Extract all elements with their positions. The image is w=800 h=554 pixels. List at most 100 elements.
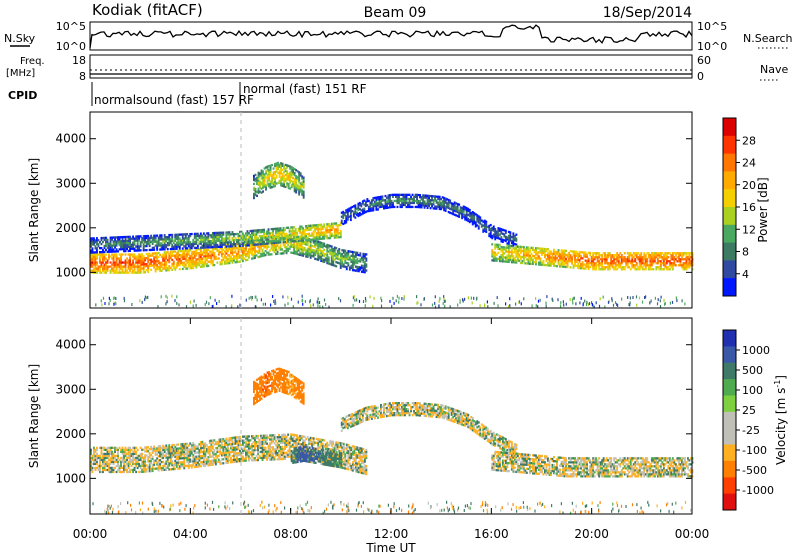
- range-cell: [468, 218, 471, 222]
- range-cell: [419, 194, 422, 197]
- range-cell: [118, 466, 121, 470]
- range-cell: [123, 450, 126, 453]
- range-cell: [429, 203, 432, 206]
- range-cell: [384, 194, 387, 198]
- range-cell: [171, 456, 174, 459]
- range-cell: [248, 238, 250, 241]
- range-cell: [186, 243, 189, 246]
- range-cell: [198, 247, 201, 251]
- range-cell: [181, 449, 184, 452]
- range-cell: [357, 270, 360, 273]
- range-cell: [302, 239, 305, 242]
- range-cell: [251, 231, 253, 235]
- range-cell: [205, 238, 208, 241]
- range-cell: [159, 451, 162, 454]
- range-cell: [584, 259, 587, 262]
- range-cell: [253, 196, 255, 200]
- range-cell: [268, 185, 271, 188]
- range-cell: [468, 220, 471, 224]
- range-cell: [275, 244, 278, 248]
- range-cell: [120, 240, 123, 243]
- range-cell: [587, 261, 590, 265]
- noise-cell: [273, 300, 275, 303]
- range-cell: [253, 192, 255, 196]
- noise-cell: [290, 297, 293, 301]
- range-cell: [136, 241, 139, 244]
- range-cell: [106, 468, 109, 472]
- range-cell: [120, 257, 123, 260]
- range-cell: [512, 255, 515, 258]
- range-cell: [404, 199, 406, 203]
- range-cell: [109, 448, 112, 451]
- range-cell: [178, 455, 181, 458]
- noise-cell: [585, 303, 588, 307]
- range-cell: [159, 236, 162, 239]
- range-cell: [324, 257, 327, 260]
- range-cell: [326, 229, 329, 232]
- range-cell: [111, 452, 114, 456]
- noise-cell: [531, 304, 533, 308]
- range-cell: [293, 242, 296, 245]
- range-cell: [477, 219, 480, 222]
- range-cell: [129, 460, 132, 464]
- range-cell: [150, 254, 153, 257]
- range-cell: [348, 207, 351, 210]
- range-cell: [335, 265, 338, 268]
- range-cell: [192, 266, 195, 270]
- range-cell: [607, 266, 610, 269]
- range-cell: [617, 266, 620, 269]
- range-cell: [527, 252, 530, 255]
- range-cell: [156, 240, 159, 243]
- range-cell: [345, 257, 348, 261]
- range-cell: [571, 256, 574, 259]
- range-cell: [96, 251, 98, 254]
- range-cell: [363, 255, 366, 258]
- range-cell: [333, 250, 336, 253]
- range-cell: [142, 247, 145, 250]
- range-cell: [239, 260, 241, 263]
- range-cell: [297, 235, 300, 238]
- range-cell: [260, 191, 263, 194]
- range-cell: [497, 237, 500, 240]
- range-cell: [181, 257, 184, 261]
- range-cell: [619, 266, 622, 269]
- range-cell: [120, 248, 123, 251]
- range-cell: [198, 263, 201, 267]
- range-cell: [263, 252, 266, 255]
- noise-cell: [195, 303, 197, 307]
- range-cell: [160, 265, 163, 268]
- range-cell: [320, 237, 323, 240]
- range-cell: [281, 248, 284, 251]
- range-cell: [193, 451, 196, 455]
- freq-tick-bottom: 8: [79, 70, 86, 83]
- range-cell: [121, 244, 124, 247]
- range-cell: [522, 252, 525, 255]
- range-cell: [136, 269, 139, 272]
- range-cell: [217, 251, 220, 254]
- range-cell: [230, 259, 232, 262]
- range-cell: [184, 442, 187, 446]
- range-cell: [274, 172, 277, 176]
- range-cell: [429, 199, 432, 202]
- range-cell: [510, 250, 513, 254]
- range-cell: [248, 250, 250, 253]
- range-cell: [542, 259, 545, 263]
- range-cell: [264, 243, 267, 247]
- range-cell: [613, 258, 616, 261]
- range-cell: [643, 256, 646, 259]
- range-cell: [522, 246, 525, 249]
- range-cell: [105, 242, 107, 245]
- range-cell: [243, 236, 246, 239]
- range-cell: [321, 237, 324, 240]
- range-cell: [251, 239, 253, 243]
- range-cell: [634, 252, 637, 255]
- range-cell: [114, 466, 117, 470]
- range-cell: [269, 184, 272, 187]
- range-cell: [144, 259, 147, 262]
- range-cell: [649, 262, 652, 265]
- range-cell: [111, 253, 114, 256]
- range-cell: [112, 269, 115, 272]
- range-cell: [363, 203, 366, 206]
- range-cell: [236, 240, 238, 244]
- range-cell: [254, 179, 257, 183]
